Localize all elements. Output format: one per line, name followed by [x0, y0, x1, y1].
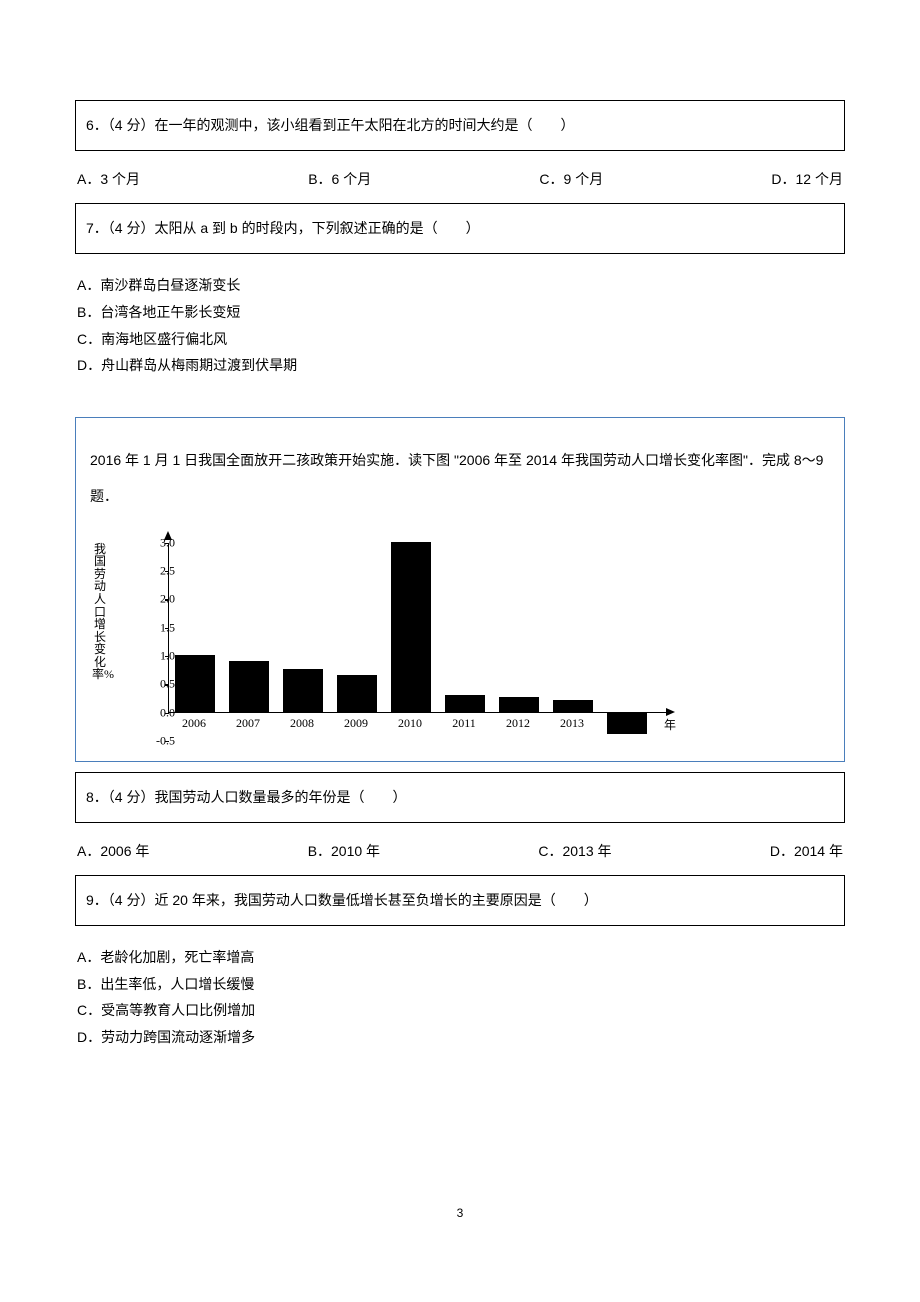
- question-9-box: 9．（4 分）近 20 年来，我国劳动人口数量低增长甚至负增长的主要原因是（ ）: [75, 875, 845, 926]
- question-6-text: 6．（4 分）在一年的观测中，该小组看到正午太阳在北方的时间大约是（ ）: [86, 113, 834, 138]
- q9-option-d: D．劳动力跨国流动逐渐增多: [77, 1024, 843, 1051]
- chart-xtick: 2013: [560, 716, 584, 731]
- chart-ytick: 3.0: [115, 535, 175, 550]
- q6-option-b: B．6 个月: [308, 169, 371, 189]
- chart-bar: [283, 669, 323, 712]
- q7-option-d: D．舟山群岛从梅雨期过渡到伏旱期: [77, 352, 843, 379]
- q8-option-b: B．2010 年: [308, 841, 380, 861]
- labor-growth-chart: 我国劳动人口增长变化率% -0.50.00.51.01.52.02.53.020…: [90, 533, 680, 743]
- q6-option-a: A．3 个月: [77, 169, 140, 189]
- q9-option-a: A．老龄化加剧，死亡率增高: [77, 944, 843, 971]
- chart-xtick: 2009: [344, 716, 368, 731]
- chart-xtick: 2006: [182, 716, 206, 731]
- q9-option-c: C．受高等教育人口比例增加: [77, 997, 843, 1024]
- question-7-options: A．南沙群岛白昼逐渐变长 B．台湾各地正午影长变短 C．南海地区盛行偏北风 D．…: [75, 268, 845, 394]
- chart-xtick: 2014: [614, 716, 638, 731]
- chart-x-unit: 年: [664, 716, 676, 733]
- question-7-text: 7．（4 分）太阳从 a 到 b 的时段内，下列叙述正确的是（ ）: [86, 216, 834, 241]
- q6-option-d: D．12 个月: [771, 169, 843, 189]
- chart-ytick: 0.5: [115, 677, 175, 692]
- page-number: 3: [75, 1206, 845, 1220]
- chart-xtick: 2012: [506, 716, 530, 731]
- q7-option-c: C．南海地区盛行偏北风: [77, 326, 843, 353]
- intro-8-9-box: 2016 年 1 月 1 日我国全面放开二孩政策开始实施．读下图 "2006 年…: [75, 417, 845, 762]
- chart-bar: [337, 675, 377, 712]
- chart-ytick: 1.0: [115, 648, 175, 663]
- chart-ytick: 2.5: [115, 563, 175, 578]
- q8-option-d: D．2014 年: [770, 841, 843, 861]
- q9-option-b: B．出生率低，人口增长缓慢: [77, 971, 843, 998]
- q6-option-c: C．9 个月: [539, 169, 603, 189]
- question-9-options: A．老龄化加剧，死亡率增高 B．出生率低，人口增长缓慢 C．受高等教育人口比例增…: [75, 940, 845, 1066]
- q7-option-b: B．台湾各地正午影长变短: [77, 299, 843, 326]
- question-6-options: A．3 个月 B．6 个月 C．9 个月 D．12 个月: [75, 165, 845, 203]
- chart-bar: [499, 697, 539, 711]
- chart-xtick: 2011: [452, 716, 476, 731]
- chart-bar: [553, 700, 593, 711]
- chart-xtick: 2007: [236, 716, 260, 731]
- chart-bar: [229, 661, 269, 712]
- question-7-box: 7．（4 分）太阳从 a 到 b 的时段内，下列叙述正确的是（ ）: [75, 203, 845, 254]
- chart-bar: [175, 655, 215, 712]
- question-6-box: 6．（4 分）在一年的观测中，该小组看到正午太阳在北方的时间大约是（ ）: [75, 100, 845, 151]
- chart-xtick: 2010: [398, 716, 422, 731]
- chart-plot-area: [168, 543, 668, 713]
- chart-ytick: 2.0: [115, 592, 175, 607]
- chart-bar: [391, 542, 431, 712]
- q8-option-c: C．2013 年: [538, 841, 611, 861]
- intro-8-9-text: 2016 年 1 月 1 日我国全面放开二孩政策开始实施．读下图 "2006 年…: [90, 442, 830, 515]
- chart-ytick: 1.5: [115, 620, 175, 635]
- q8-option-a: A．2006 年: [77, 841, 149, 861]
- chart-ytick: 0.0: [115, 705, 175, 720]
- question-8-box: 8．（4 分）我国劳动人口数量最多的年份是（ ）: [75, 772, 845, 823]
- question-8-options: A．2006 年 B．2010 年 C．2013 年 D．2014 年: [75, 837, 845, 875]
- q7-option-a: A．南沙群岛白昼逐渐变长: [77, 272, 843, 299]
- chart-y-axis-label: 我国劳动人口增长变化率%: [92, 543, 108, 682]
- question-8-text: 8．（4 分）我国劳动人口数量最多的年份是（ ）: [86, 785, 834, 810]
- chart-ytick: -0.5: [115, 733, 175, 748]
- question-9-text: 9．（4 分）近 20 年来，我国劳动人口数量低增长甚至负增长的主要原因是（ ）: [86, 888, 834, 913]
- chart-xtick: 2008: [290, 716, 314, 731]
- chart-bar: [445, 695, 485, 712]
